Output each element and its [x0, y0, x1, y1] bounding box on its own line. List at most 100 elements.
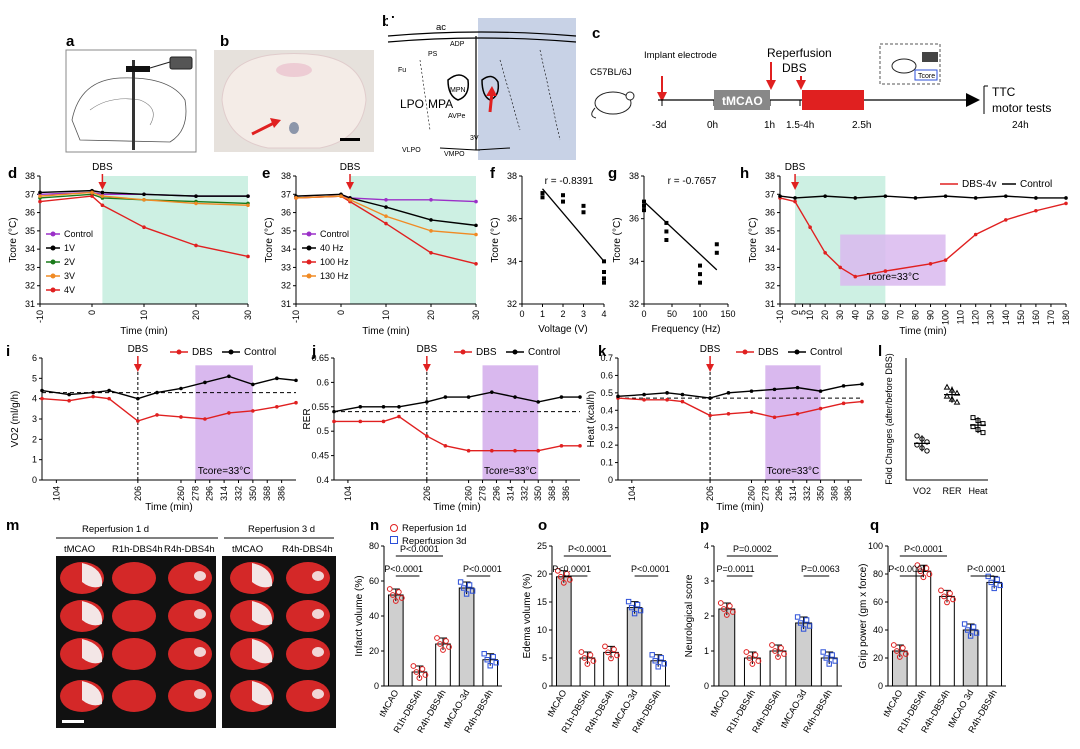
data-point [429, 251, 433, 255]
data-point [973, 232, 978, 237]
x-tick-label: tMCAO [545, 688, 568, 719]
data-point [680, 399, 685, 404]
data-point [752, 652, 759, 658]
data-point [194, 194, 198, 198]
m-col-1: R1h-DBS4h [112, 544, 163, 555]
data-point [902, 651, 909, 657]
data-point [729, 609, 736, 615]
data-point [970, 424, 976, 430]
data-point [967, 633, 974, 639]
x-tick-label: 50 [667, 309, 677, 319]
timeline-tick-1: 0h [707, 120, 718, 131]
data-point [381, 405, 386, 409]
p-value: P=0.0002 [733, 544, 772, 554]
x-tick-label: 332 [519, 486, 529, 501]
mean-errorbar [914, 435, 930, 452]
data-point [938, 587, 944, 594]
x-tick-label: RER [942, 486, 962, 496]
m-col-2: R4h-DBS4h [164, 544, 215, 555]
data-point [422, 672, 429, 678]
legend-label: DBS [476, 347, 497, 358]
legend-label: Control [244, 347, 276, 358]
scatter-point [540, 195, 545, 200]
data-point [457, 579, 464, 585]
atlas-lpo: LPO [400, 97, 424, 111]
legend-label: 100 Hz [320, 257, 349, 267]
bar [795, 622, 813, 687]
data-point [883, 194, 888, 198]
y-tick-label: 0.7 [600, 353, 613, 363]
data-point [246, 254, 250, 259]
x-tick-label: 260 [464, 486, 474, 501]
data-point [890, 642, 897, 648]
y-tick-label: 34 [507, 256, 517, 266]
p-value: P<0.0001 [400, 544, 439, 554]
infarct-area [252, 639, 273, 664]
y-tick-label: 32 [765, 281, 775, 291]
y-tick-label: 38 [281, 171, 291, 181]
axis-lines [41, 358, 296, 481]
y-tick-label: 0.2 [600, 440, 613, 450]
atlas-3v: 3V [470, 135, 479, 142]
data-point [397, 405, 401, 409]
correlation-r: r = -0.7657 [668, 176, 717, 187]
y-tick-label: 2 [704, 611, 709, 621]
legend-label: 2V [64, 257, 75, 267]
p-value: P=0.0063 [801, 564, 840, 574]
data-point [434, 635, 440, 641]
y-tick-label: 3 [32, 414, 37, 424]
y-tick-label: 60 [873, 597, 883, 607]
panel-label-l: l [878, 343, 882, 360]
series-line-control [617, 383, 863, 399]
data-point [953, 389, 961, 396]
infarct-area [312, 647, 324, 657]
x-tick-label: 104 [627, 486, 637, 501]
y-tick-label: 0 [608, 475, 613, 485]
x-tick-label: 30 [243, 310, 253, 320]
data-point [980, 421, 986, 427]
m-header-1: Reperfusion 1 d [82, 524, 149, 535]
dbs-device-icon [879, 43, 941, 85]
legend-marker [50, 259, 56, 265]
x-tick-label: -10 [291, 310, 301, 323]
data-point [829, 652, 835, 658]
x-tick-label: 100 [941, 310, 951, 325]
atlas-adp: ADP [450, 41, 465, 48]
data-point [795, 385, 800, 390]
data-point [926, 571, 933, 578]
legend-label: 1V [64, 243, 75, 253]
bar [626, 607, 643, 687]
tmcao-block [714, 90, 770, 110]
dbs-arrowhead [346, 182, 354, 190]
data-point [275, 376, 279, 381]
infarct-area [312, 571, 324, 581]
y-tick-label: 60 [369, 576, 379, 586]
axis-lines [905, 358, 988, 481]
data-point [179, 386, 183, 391]
chart-i: 0 1 2 3 4 5 6 104 206 260 278 296 314 332 350 368 386 Tim… [10, 344, 298, 513]
data-point [590, 658, 597, 664]
mouse-icon [591, 91, 635, 119]
legend-marker [390, 536, 398, 544]
y-tick-label: 37 [765, 189, 775, 199]
y-tick-label: 35 [281, 226, 291, 236]
y-tick-label: 36 [765, 208, 775, 218]
data-point [578, 395, 582, 399]
ttc-slice [112, 680, 156, 712]
data-point [100, 203, 105, 208]
infarct-area [82, 681, 103, 706]
tcore-note: Tcore=33°C [767, 466, 820, 477]
data-point [587, 652, 594, 658]
data-point [559, 444, 564, 448]
y-tick-label: 0.6 [316, 377, 329, 387]
data-point [717, 600, 724, 606]
x-tick-label: 130 [986, 310, 996, 325]
panel-label-n: n [370, 517, 379, 534]
x-tick-label: 278 [760, 486, 770, 501]
data-point [631, 610, 638, 617]
data-point [919, 445, 925, 451]
y-tick-label: 0.55 [311, 402, 329, 412]
data-point [429, 197, 433, 202]
m-col-3: tMCAO [232, 544, 263, 555]
data-point [820, 649, 826, 655]
